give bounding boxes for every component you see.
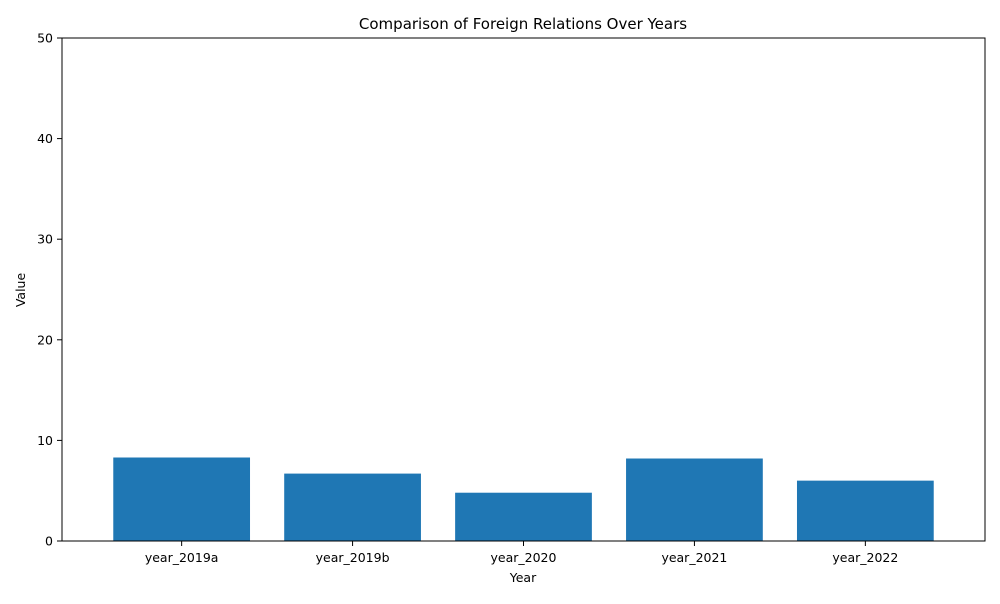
y-tick-label: 20: [37, 332, 53, 347]
y-tick-label: 40: [37, 131, 53, 146]
bar-year_2020: [455, 492, 592, 541]
bar-year_2019a: [113, 457, 251, 541]
y-tick-label: 50: [37, 31, 53, 46]
x-axis: year_2019a year_2019b year_2020 year_2021 ye…: [145, 541, 898, 565]
plot-frame: [61, 37, 986, 542]
y-tick-label: 10: [37, 433, 53, 448]
x-tick-label: year_2019b: [316, 550, 390, 565]
bar-year_2019b: [284, 473, 421, 541]
y-axis-title: Value: [13, 273, 28, 308]
x-tick-label: year_2019a: [145, 550, 219, 565]
x-tick-label: year_2021: [661, 550, 727, 565]
chart-title: Comparison of Foreign Relations Over Yea…: [359, 15, 687, 33]
bar-year_2022: [796, 480, 934, 541]
y-tick-label: 0: [45, 534, 53, 549]
x-tick-label: year_2020: [491, 550, 557, 565]
bars-layer: [113, 457, 934, 541]
y-axis: 0 10 20 30 40 50: [37, 31, 62, 549]
bar-year_2021: [626, 458, 763, 541]
x-tick-label: year_2022: [832, 550, 898, 565]
y-tick-label: 30: [37, 232, 53, 247]
x-axis-title: Year: [509, 570, 537, 585]
